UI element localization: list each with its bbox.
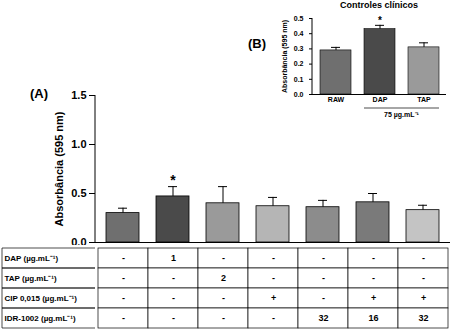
svg-text:+: + xyxy=(371,293,376,303)
svg-text:-: - xyxy=(122,273,125,283)
svg-text:IDR-1002 (µg.mL⁻¹): IDR-1002 (µg.mL⁻¹) xyxy=(5,314,77,323)
svg-text:*: * xyxy=(378,15,382,26)
svg-text:75 µg.mL⁻¹: 75 µg.mL⁻¹ xyxy=(384,111,419,119)
svg-text:2: 2 xyxy=(221,273,226,283)
svg-text:-: - xyxy=(322,273,325,283)
html-text:(B): (B) xyxy=(248,36,266,51)
svg-text:TAP: TAP xyxy=(417,96,431,103)
svg-text:0.1: 0.1 xyxy=(294,76,304,83)
svg-text:0.5: 0.5 xyxy=(71,187,86,199)
svg-text:-: - xyxy=(322,253,325,263)
svg-text:1.5: 1.5 xyxy=(71,89,86,101)
svg-text:-: - xyxy=(172,273,175,283)
svg-text:-: - xyxy=(222,313,225,323)
svg-text:-: - xyxy=(272,253,275,263)
svg-text:0.4: 0.4 xyxy=(294,30,304,37)
svg-text:-: - xyxy=(372,273,375,283)
svg-text:32: 32 xyxy=(418,313,428,323)
svg-text:-: - xyxy=(422,253,425,263)
svg-text:-: - xyxy=(422,273,425,283)
svg-text:16: 16 xyxy=(368,313,378,323)
svg-text:0.0: 0.0 xyxy=(71,236,86,245)
svg-text:-: - xyxy=(172,313,175,323)
svg-text:CIP 0,015 (µg.mL⁻¹): CIP 0,015 (µg.mL⁻¹) xyxy=(5,294,78,303)
html-text:(A): (A) xyxy=(30,86,48,101)
svg-text:32: 32 xyxy=(318,313,328,323)
svg-text:-: - xyxy=(372,253,375,263)
svg-text:1: 1 xyxy=(171,253,176,263)
svg-text:0.5: 0.5 xyxy=(294,15,304,22)
svg-text:DAP: DAP xyxy=(373,96,388,103)
svg-text:TAP (µg.mL⁻¹): TAP (µg.mL⁻¹) xyxy=(5,274,58,283)
svg-text:-: - xyxy=(222,293,225,303)
svg-text:+: + xyxy=(421,293,426,303)
svg-text:-: - xyxy=(122,253,125,263)
svg-text:DAP (µg.mL⁻¹): DAP (µg.mL⁻¹) xyxy=(5,254,59,263)
svg-text:0.3: 0.3 xyxy=(294,45,304,52)
svg-text:-: - xyxy=(172,293,175,303)
svg-text:Absorbância (595 nm): Absorbância (595 nm) xyxy=(53,111,65,226)
svg-text:-: - xyxy=(272,273,275,283)
svg-text:-: - xyxy=(272,313,275,323)
svg-text:Absorbância (595 nm): Absorbância (595 nm) xyxy=(281,20,289,93)
svg-text:RAW: RAW xyxy=(328,96,345,103)
svg-text:0.2: 0.2 xyxy=(294,60,304,67)
svg-text:0.0: 0.0 xyxy=(294,91,304,98)
svg-text:-: - xyxy=(122,293,125,303)
html-text:Controles clínicos: Controles clínicos xyxy=(340,0,418,10)
svg-text:+: + xyxy=(271,293,276,303)
svg-text:1.0: 1.0 xyxy=(71,138,86,150)
svg-text:*: * xyxy=(170,172,176,188)
svg-text:-: - xyxy=(122,313,125,323)
svg-text:-: - xyxy=(222,253,225,263)
svg-text:-: - xyxy=(322,293,325,303)
